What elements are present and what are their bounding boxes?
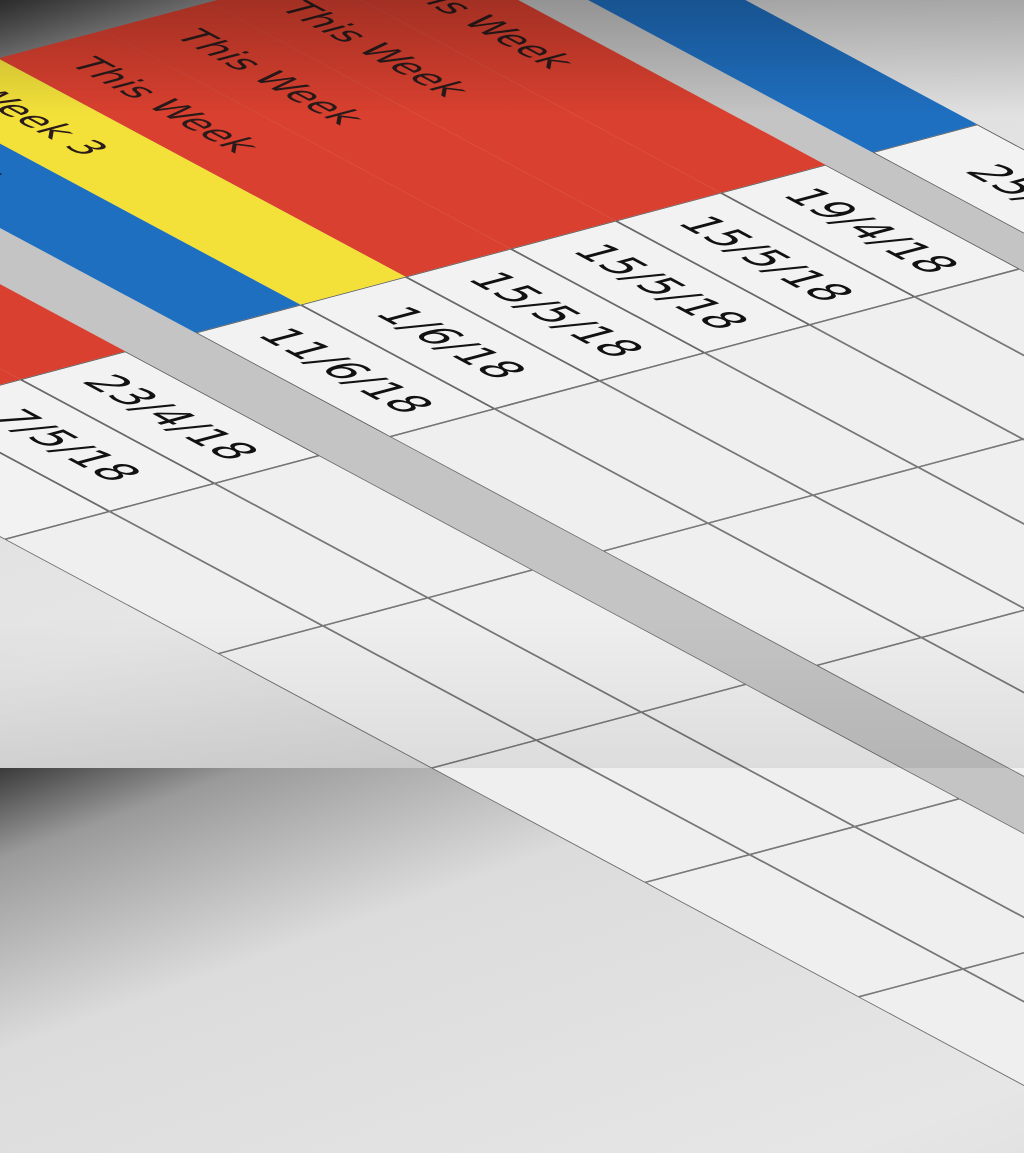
empty-cell [858,969,1024,1112]
